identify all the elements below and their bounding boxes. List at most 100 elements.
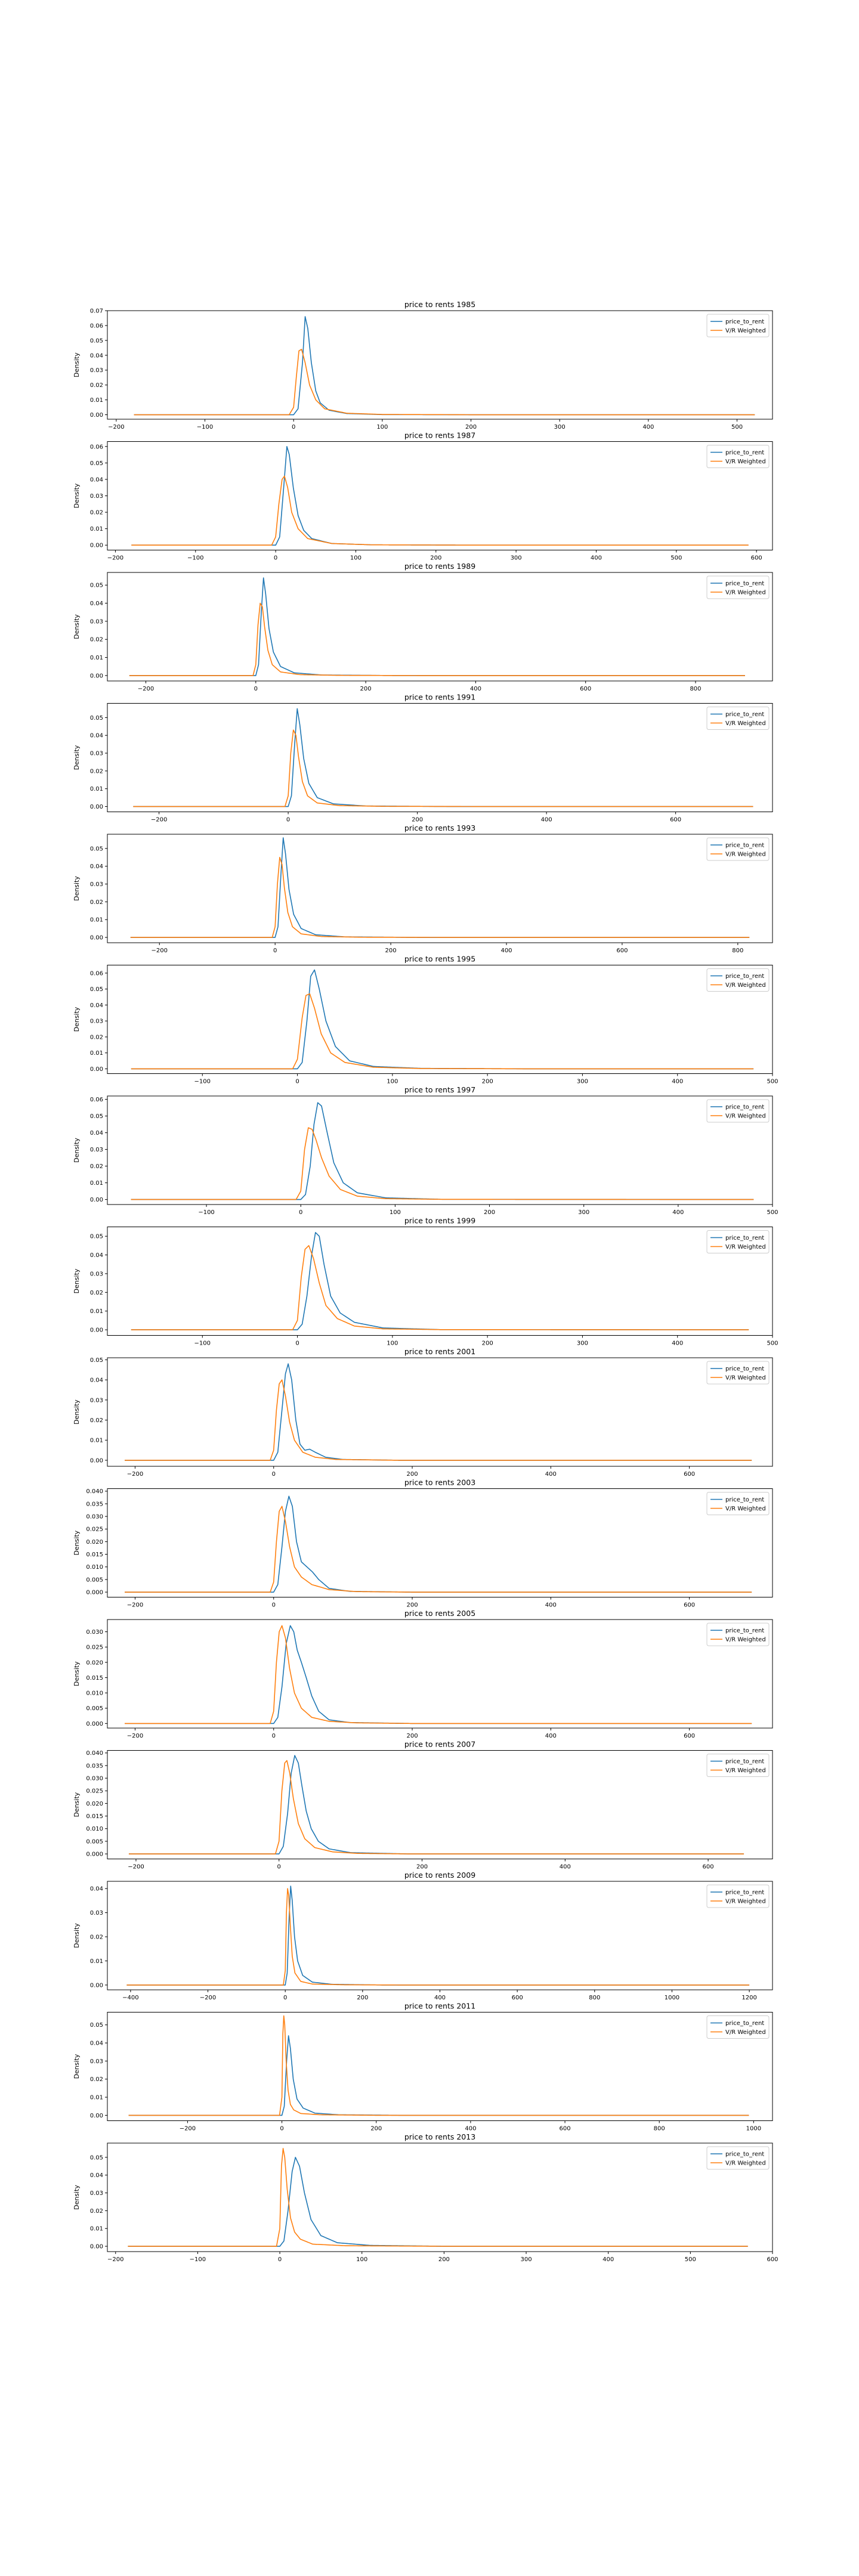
legend-label: price_to_rent <box>725 973 764 980</box>
y-tick-label: 0.03 <box>90 1147 103 1153</box>
x-tick-label: 600 <box>767 2256 778 2263</box>
x-tick-label: 500 <box>731 424 743 431</box>
legend-box <box>706 575 770 599</box>
x-tick-label: 200 <box>406 1471 418 1478</box>
plot-area <box>107 2142 773 2252</box>
legend-label: price_to_rent <box>725 843 764 849</box>
plot-area <box>107 1619 773 1729</box>
y-tick-label: 0.025 <box>86 1645 103 1651</box>
legend-label: price_to_rent <box>725 319 764 326</box>
x-tick-label: 600 <box>684 1733 695 1739</box>
y-tick-label: 0.01 <box>90 1438 103 1444</box>
x-tick-label: 500 <box>685 2256 696 2263</box>
x-tick-label: 200 <box>416 1864 428 1871</box>
plot-area <box>107 1357 773 1467</box>
y-tick-label: 0.04 <box>90 1252 103 1259</box>
series-line-vr-weighted <box>128 2148 748 2247</box>
x-tick-label: 100 <box>387 1079 398 1085</box>
x-tick-label: −100 <box>194 1340 211 1347</box>
y-axis-label: Density <box>73 1138 81 1163</box>
x-tick-label: −200 <box>127 1471 143 1478</box>
y-tick-label: 0.040 <box>86 1488 103 1495</box>
y-tick-label: 0.04 <box>90 1377 103 1384</box>
y-tick-label: 0.05 <box>90 1113 103 1120</box>
series-line-vr-weighted <box>126 1888 750 1986</box>
chart-panel-2: price to rents 1987 Density −200 −100 0 100 20… <box>73 431 773 562</box>
x-tick-label: −200 <box>107 2256 123 2263</box>
x-tick-label: 400 <box>545 1602 557 1609</box>
chart-panel-9: price to rents 2001 Density −200 0 200 400 600… <box>73 1347 773 1478</box>
y-tick-label: 0.03 <box>90 1018 103 1025</box>
y-tick-label: 0.05 <box>90 338 103 344</box>
x-tick-label: 1000 <box>746 2126 761 2132</box>
y-tick-label: 0.00 <box>90 1197 103 1203</box>
y-tick-label: 0.03 <box>90 493 103 500</box>
plot-area <box>107 1095 773 1205</box>
legend-box <box>706 707 770 730</box>
y-tick-label: 0.05 <box>90 2154 103 2161</box>
legend-label: V/R Weighted <box>725 1244 766 1250</box>
legend-label: V/R Weighted <box>725 459 766 465</box>
x-tick-label: 1200 <box>741 1995 756 2001</box>
y-tick-label: 0.010 <box>86 1690 103 1697</box>
x-tick-label: −400 <box>122 1995 138 2001</box>
legend-label: V/R Weighted <box>725 720 766 727</box>
x-tick-label: 0 <box>299 1209 302 1216</box>
x-tick-label: 0 <box>277 1864 281 1871</box>
legend-label: price_to_rent <box>725 711 764 718</box>
legend-box <box>706 1099 770 1123</box>
x-tick-label: 400 <box>470 686 481 692</box>
y-tick-label: 0.04 <box>90 2172 103 2179</box>
y-tick-label: 0.02 <box>90 637 103 643</box>
y-tick-label: 0.030 <box>86 1514 103 1521</box>
legend-box <box>706 1754 770 1777</box>
x-tick-label: 400 <box>434 1995 446 2001</box>
chart-title: price to rents 2013 <box>404 2132 475 2141</box>
y-tick-label: 0.015 <box>86 1813 103 1820</box>
y-tick-label: 0.05 <box>90 1234 103 1240</box>
x-tick-label: −200 <box>127 1733 143 1739</box>
x-tick-label: 200 <box>406 1602 418 1609</box>
x-tick-label: 400 <box>545 1471 557 1478</box>
y-tick-label: 0.000 <box>86 1590 103 1596</box>
y-tick-label: 0.01 <box>90 1308 103 1315</box>
legend-label: V/R Weighted <box>725 2029 766 2036</box>
legend-label: V/R Weighted <box>725 982 766 989</box>
x-tick-label: 0 <box>292 424 295 431</box>
y-tick-label: 0.005 <box>86 1705 103 1712</box>
y-tick-label: 0.01 <box>90 526 103 532</box>
y-axis-label: Density <box>73 1268 81 1293</box>
plot-area <box>107 1750 773 1859</box>
legend-label: price_to_rent <box>725 1497 764 1503</box>
legend-label: V/R Weighted <box>725 1899 766 1905</box>
y-tick-label: 0.000 <box>86 1852 103 1858</box>
y-tick-label: 0.020 <box>86 1539 103 1546</box>
series-line-vr-weighted <box>125 1506 752 1593</box>
series-line-vr-weighted <box>134 349 755 416</box>
series-line-vr-weighted <box>130 856 750 938</box>
plot-area <box>107 703 773 812</box>
legend-label: V/R Weighted <box>725 1375 766 1382</box>
chart-panel-14: price to rents 2011 Density −200 0 200 400 600… <box>73 2002 773 2132</box>
legend-label: price_to_rent <box>725 2020 764 2027</box>
x-tick-label: 400 <box>672 1209 684 1216</box>
legend-label: price_to_rent <box>725 1235 764 1241</box>
series-line-vr-weighted <box>131 1245 749 1330</box>
y-tick-label: 0.030 <box>86 1629 103 1636</box>
y-tick-label: 0.03 <box>90 751 103 757</box>
x-tick-label: 0 <box>295 1079 299 1085</box>
x-tick-label: 400 <box>591 555 602 562</box>
chart-title: price to rents 2001 <box>404 1347 475 1356</box>
legend-box <box>706 2146 770 2170</box>
x-tick-label: 400 <box>465 2126 476 2132</box>
y-tick-label: 0.040 <box>86 1750 103 1757</box>
chart-title: price to rents 1993 <box>404 823 475 832</box>
legend-label: V/R Weighted <box>725 2160 766 2167</box>
x-tick-label: 300 <box>577 1079 588 1085</box>
y-tick-label: 0.010 <box>86 1826 103 1832</box>
y-tick-label: 0.04 <box>90 1886 103 1893</box>
plot-area <box>107 1881 773 1990</box>
x-tick-label: 200 <box>438 2256 450 2263</box>
x-tick-label: 0 <box>280 2126 283 2132</box>
plot-area <box>107 572 773 682</box>
